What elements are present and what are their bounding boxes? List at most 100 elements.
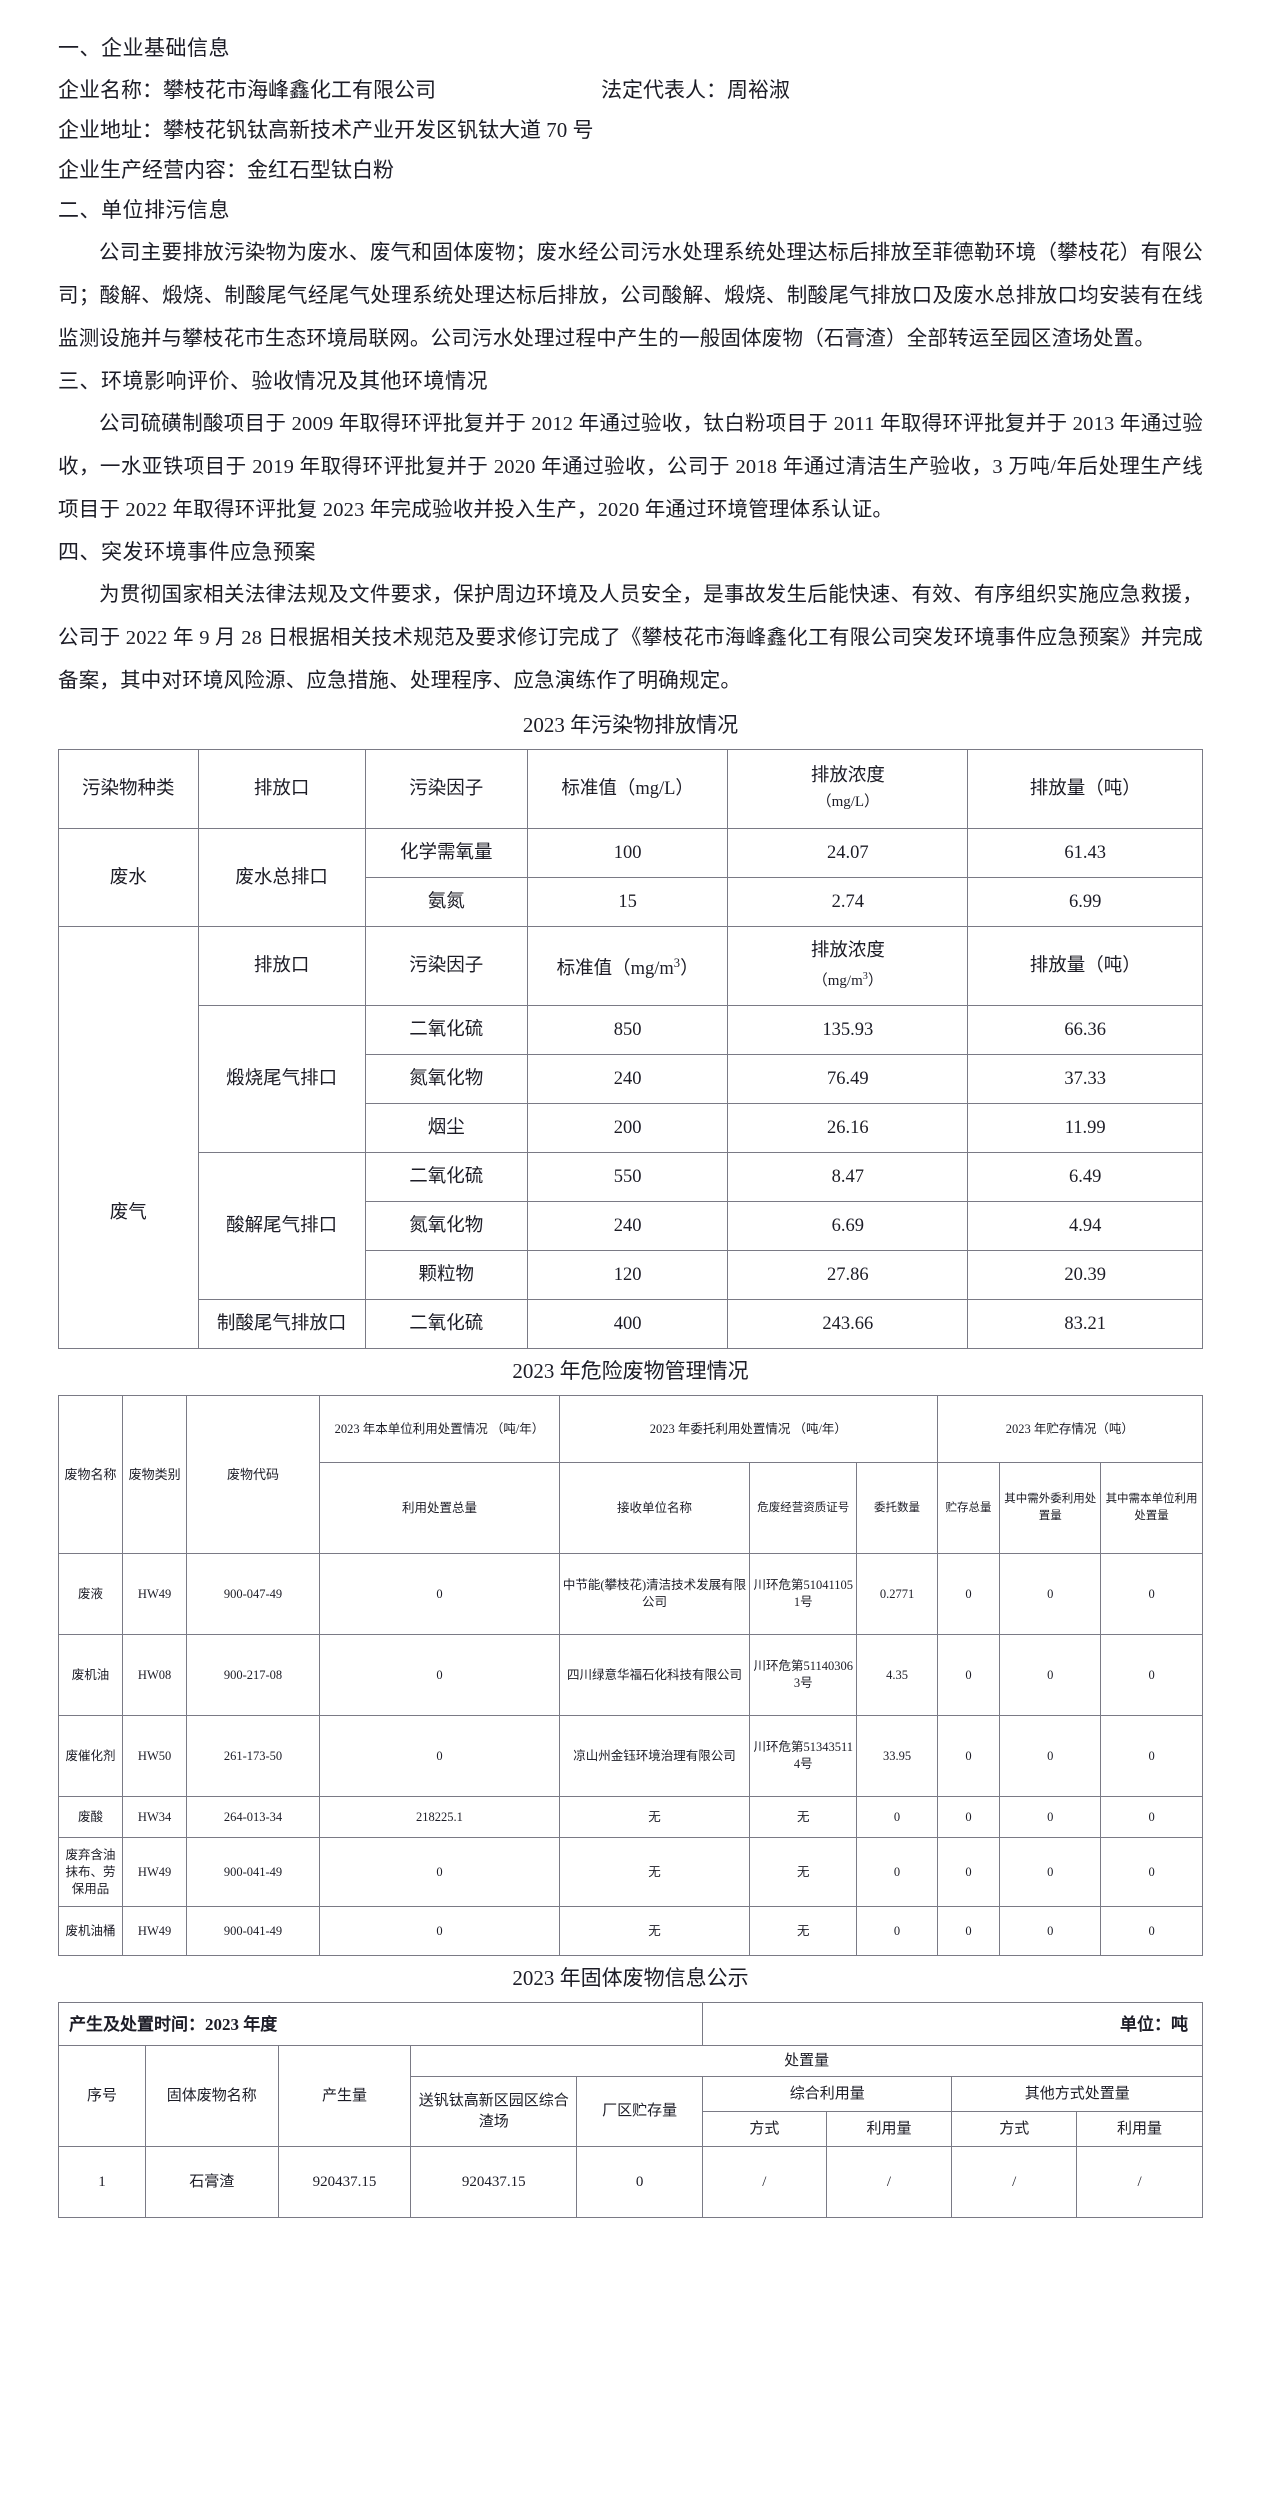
cell-outlet-acid-making: 制酸尾气排放口	[197, 1299, 366, 1349]
cell-to-slag-yard: 920437.15	[410, 2146, 578, 2218]
header-concentration-unit: （mg/L）	[816, 794, 880, 810]
cell-outlet-wastewater-main: 废水总排口	[197, 828, 366, 927]
cell-waste-code: 261-173-50	[186, 1715, 320, 1797]
table-row: 废酸 HW34 264-013-34 218225.1 无 无 0 0 0 0	[57, 1796, 1203, 1838]
cell-license: 无	[748, 1837, 858, 1907]
cell-license: 川环危第511403063号	[748, 1634, 858, 1716]
header-standard-value: 标准值（mg/L）	[527, 749, 729, 829]
cell-standard: 15	[527, 877, 729, 927]
cell-concentration: 27.86	[727, 1250, 969, 1300]
solid-table-title: 2023 年固体废物信息公示	[512, 1966, 749, 1990]
header-to-slag-yard: 送钒钛高新区园区综合渣场	[410, 2076, 578, 2147]
cell-factor: 二氧化硫	[364, 1005, 529, 1055]
header-pollutant-category: 污染物种类	[58, 749, 199, 829]
cell-standard: 100	[527, 828, 729, 878]
header-need-self: 其中需本单位利用处置量	[1100, 1462, 1203, 1554]
cell-store-total: 0	[936, 1553, 1001, 1635]
cell-category-waste-gas-label: 废气	[109, 1202, 147, 1223]
table-row: 煅烧尾气排口 二氧化硫 850 135.93 66.36	[59, 1005, 1203, 1153]
section-1-heading: 一、企业基础信息	[58, 36, 230, 60]
cell-self-total: 218225.1	[318, 1796, 561, 1838]
cell-store-total: 0	[936, 1906, 1001, 1956]
cell-concentration: 24.07	[727, 828, 969, 878]
cell-other-method: /	[951, 2146, 1078, 2218]
table-row: 酸解尾气排口 二氧化硫 550 8.47 6.49	[59, 1152, 1203, 1300]
header-self-total: 利用处置总量	[318, 1462, 561, 1554]
header-standard-value-gas: 标准值（mg/m3）	[527, 926, 729, 1006]
cell-waste-category: HW49	[122, 1553, 188, 1635]
cell-entrust-qty: 4.35	[856, 1634, 938, 1716]
table-row: 氨氮 15 2.74 6.99	[59, 877, 1203, 927]
cell-need-self: 0	[1100, 1715, 1203, 1797]
cell-amount: 66.36	[967, 1005, 1203, 1055]
cell-receiver: 中节能(攀枝花)清洁技术发展有限公司	[559, 1553, 750, 1635]
header-comp-usage: 利用量	[825, 2111, 953, 2147]
cell-factor: 化学需氧量	[364, 828, 529, 878]
cell-concentration: 135.93	[727, 1005, 969, 1055]
header-plant-storage: 厂区贮存量	[576, 2076, 704, 2147]
header-index: 序号	[58, 2045, 146, 2147]
cell-self-total: 0	[318, 1837, 561, 1907]
cell-amount: 11.99	[967, 1103, 1203, 1153]
cell-need-self: 0	[1100, 1837, 1203, 1907]
cell-need-external: 0	[999, 1796, 1102, 1838]
header-store-total: 贮存总量	[936, 1462, 1001, 1554]
table-row: 氮氧化物 240 76.49 37.33	[59, 1054, 1203, 1104]
cell-need-external: 0	[999, 1837, 1102, 1907]
cell-amount: 4.94	[967, 1201, 1203, 1251]
header-outlet-gas: 排放口	[197, 926, 366, 1006]
cell-self-total: 0	[318, 1553, 561, 1635]
cell-waste-category: HW08	[122, 1634, 188, 1716]
table-row: 废水 废水总排口 化学需氧量 100 24.07 61.43	[58, 828, 1203, 927]
section-2-heading: 二、单位排污信息	[58, 198, 230, 222]
section-4-heading: 四、突发环境事件应急预案	[58, 540, 316, 564]
company-address-value: 企业地址：攀枝花钒钛高新技术产业开发区钒钛大道 70 号	[58, 118, 594, 142]
header-group-self-use: 2023 年本单位利用处置情况 （吨/年）	[318, 1395, 561, 1463]
table-row: 1 石膏渣 920437.15 920437.15 0 / / / /	[58, 2146, 1203, 2218]
header-pollutant-factor-gas: 污染因子	[364, 926, 529, 1006]
cell-receiver: 无	[559, 1796, 750, 1838]
cell-concentration: 76.49	[727, 1054, 969, 1104]
header-comprehensive-use: 综合利用量	[702, 2076, 953, 2112]
cell-self-total: 0	[318, 1906, 561, 1956]
cell-waste-name: 废酸	[57, 1796, 124, 1838]
cell-amount: 6.99	[967, 877, 1203, 927]
hazard-group-header-row: 废物名称 废物类别 废物代码 2023 年本单位利用处置情况 （吨/年） 202…	[57, 1395, 1204, 1554]
emission-gas-header-row: 废气 排放口 污染因子 标准值（mg/m3） 排放浓度 （mg/m3） 排放量（…	[58, 926, 1203, 1349]
header-concentration-gas: 排放浓度 （mg/m3）	[727, 926, 969, 1006]
table-row: 废机油桶 HW49 900-041-49 0 无 无 0 0 0 0	[57, 1906, 1203, 1956]
cell-need-external: 0	[999, 1634, 1102, 1716]
cell-waste-code: 900-041-49	[186, 1906, 320, 1956]
cell-standard: 550	[527, 1152, 729, 1202]
company-name-value: 企业名称：攀枝花市海峰鑫化工有限公司	[58, 78, 436, 102]
cell-standard: 120	[527, 1250, 729, 1300]
cell-waste-name: 废机油桶	[57, 1906, 124, 1956]
cell-factor: 氨氮	[364, 877, 529, 927]
header-entrust-qty: 委托数量	[856, 1462, 938, 1554]
table-row: 废弃含油抹布、劳保用品 HW49 900-041-49 0 无 无 0 0 0 …	[57, 1837, 1203, 1907]
cell-factor: 颗粒物	[364, 1250, 529, 1300]
header-generated-amount: 产生量	[277, 2045, 412, 2147]
header-group-entrusted: 2023 年委托利用处置情况 （吨/年）	[559, 1395, 938, 1463]
cell-need-self: 0	[1100, 1796, 1203, 1838]
cell-receiver: 四川绿意华福石化科技有限公司	[559, 1634, 750, 1716]
header-disposal-group: 处置量	[410, 2045, 1203, 2077]
emission-table: 污染物种类 排放口 污染因子 标准值（mg/L） 排放浓度 （mg/L） 排放量…	[58, 749, 1203, 1349]
table-row: 废液 HW49 900-047-49 0 中节能(攀枝花)清洁技术发展有限公司 …	[57, 1553, 1203, 1635]
header-other-method: 方式	[951, 2111, 1078, 2147]
hazard-col-header-row: 利用处置总量 接收单位名称 危废经营资质证号 委托数量 贮存总量 其中需外委利用…	[59, 1462, 1203, 1554]
cell-outlet-acidolysis: 酸解尾气排口	[197, 1152, 366, 1300]
solid-waste-table: 产生及处置时间：2023 年度 单位：吨 序号 固体废物名称 产生量 处置量 送…	[57, 2002, 1203, 2218]
cell-standard: 240	[527, 1201, 729, 1251]
cell-license: 川环危第510411051号	[748, 1553, 858, 1635]
cell-amount: 83.21	[967, 1299, 1203, 1349]
cell-receiver: 凉山州金钰环境治理有限公司	[559, 1715, 750, 1797]
hazard-table-title: 2023 年危险废物管理情况	[512, 1359, 749, 1383]
company-business-line: 企业生产经营内容：金红石型钛白粉	[58, 150, 1203, 190]
cell-plant-storage: 0	[576, 2146, 704, 2218]
cell-need-self: 0	[1100, 1553, 1203, 1635]
header-other-disposal: 其他方式处置量	[951, 2076, 1203, 2112]
cell-generated: 920437.15	[277, 2146, 412, 2218]
cell-entrust-qty: 0	[856, 1906, 938, 1956]
